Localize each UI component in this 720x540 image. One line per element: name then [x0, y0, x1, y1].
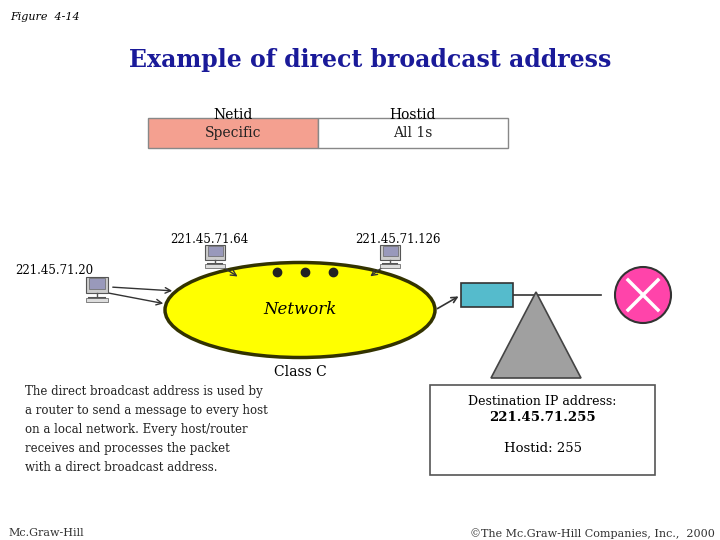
Bar	[86, 298, 108, 302]
Circle shape	[615, 267, 671, 323]
Bar	[148, 118, 318, 148]
Text: Class C: Class C	[274, 365, 326, 379]
Bar	[205, 245, 225, 260]
Text: 221.45.71.126: 221.45.71.126	[355, 233, 441, 246]
Text: Network: Network	[264, 301, 337, 319]
Text: Netid: Netid	[213, 108, 253, 122]
Text: All 1s: All 1s	[393, 126, 433, 140]
Bar	[89, 279, 105, 289]
Text: Destination IP address:: Destination IP address:	[468, 395, 617, 408]
Polygon shape	[491, 292, 581, 378]
Bar	[380, 264, 400, 267]
Text: Hostid: Hostid	[390, 108, 436, 122]
Text: 221.45.71.20: 221.45.71.20	[15, 264, 93, 277]
Text: 221.45.71.64: 221.45.71.64	[170, 233, 248, 246]
Bar	[318, 118, 508, 148]
Bar	[205, 264, 225, 267]
Text: Specific: Specific	[204, 126, 261, 140]
Bar	[207, 246, 222, 256]
Text: The direct broadcast address is used by
a router to send a message to every host: The direct broadcast address is used by …	[25, 385, 268, 474]
Bar	[86, 276, 108, 293]
Bar	[430, 385, 655, 475]
Text: Mc.Graw-Hill: Mc.Graw-Hill	[8, 528, 84, 538]
Text: 221.45.71.255: 221.45.71.255	[489, 411, 596, 424]
Text: Example of direct broadcast address: Example of direct broadcast address	[129, 48, 611, 72]
Text: Figure  4-14: Figure 4-14	[10, 12, 80, 22]
Ellipse shape	[165, 262, 435, 357]
Bar	[382, 246, 397, 256]
Text: Hostid: 255: Hostid: 255	[503, 442, 582, 455]
Bar	[380, 245, 400, 260]
Bar	[461, 283, 513, 307]
Text: ©The Mc.Graw-Hill Companies, Inc.,  2000: ©The Mc.Graw-Hill Companies, Inc., 2000	[470, 528, 715, 539]
